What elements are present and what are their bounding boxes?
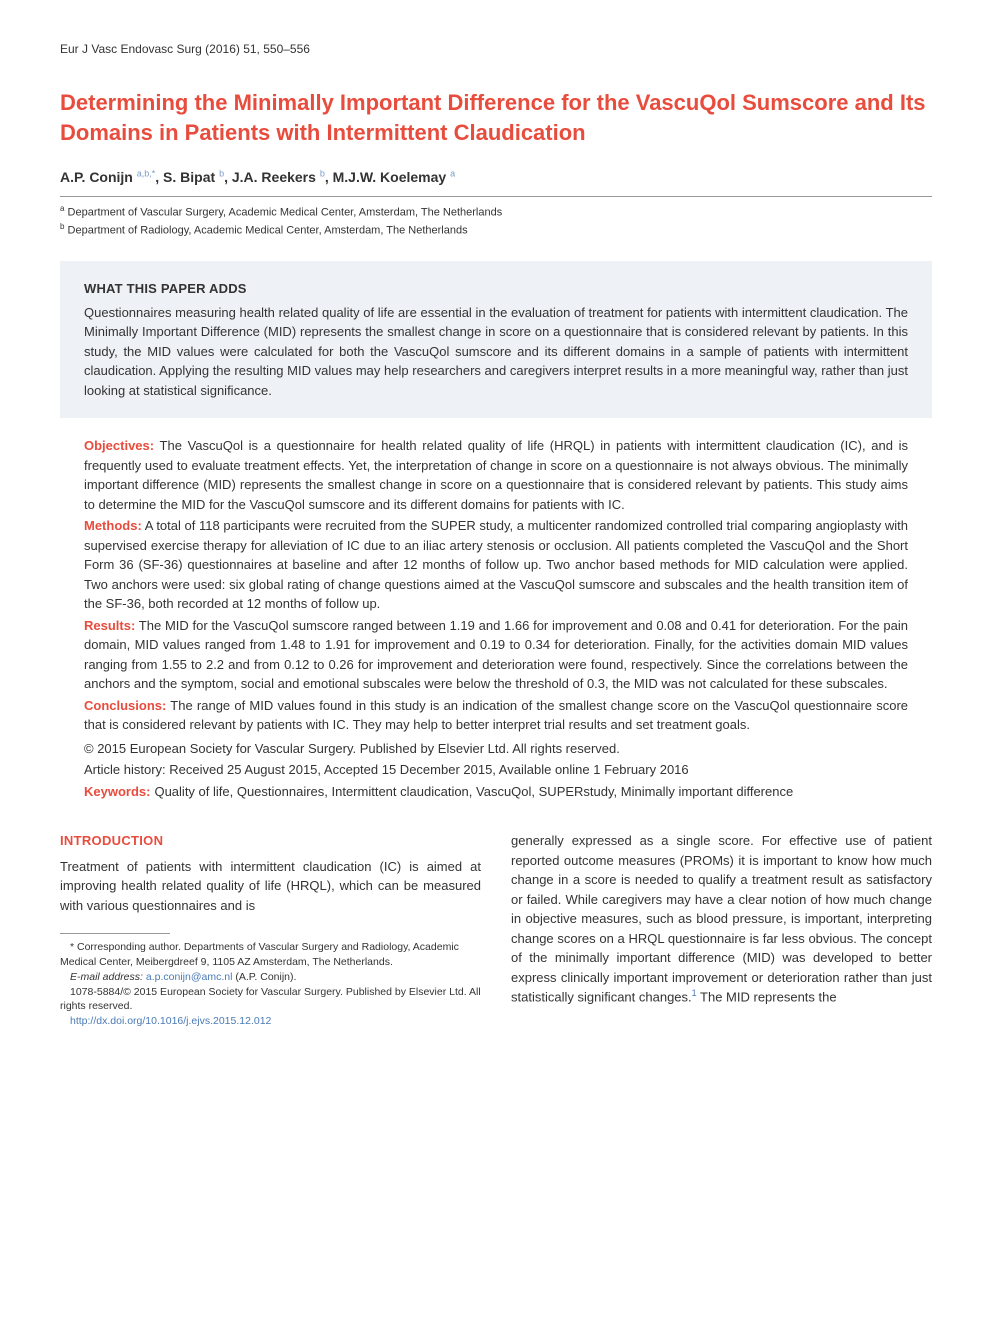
- footnote-separator: [60, 933, 170, 934]
- keywords-label: Keywords:: [84, 782, 150, 802]
- affiliation-a: a Department of Vascular Surgery, Academ…: [60, 203, 932, 221]
- article-history: Article history: Received 25 August 2015…: [84, 760, 908, 780]
- abstract-objectives: Objectives: The VascuQol is a questionna…: [84, 436, 908, 514]
- abstract: Objectives: The VascuQol is a questionna…: [60, 436, 932, 801]
- abstract-results: Results: The MID for the VascuQol sumsco…: [84, 616, 908, 694]
- author-4: M.J.W. Koelemay a: [333, 169, 456, 185]
- column-right: generally expressed as a single score. F…: [511, 831, 932, 1028]
- email-label: E-mail address:: [70, 971, 143, 983]
- intro-paragraph-2a: generally expressed as a single score. F…: [511, 833, 932, 1004]
- issn-copyright: 1078-5884/© 2015 European Society for Va…: [60, 985, 481, 1014]
- affiliation-b: b Department of Radiology, Academic Medi…: [60, 221, 932, 239]
- authors-list: A.P. Conijn a,b,*, S. Bipat b, J.A. Reek…: [60, 167, 932, 188]
- highlight-box-heading: WHAT THIS PAPER ADDS: [84, 279, 908, 299]
- divider: [60, 196, 932, 197]
- corresponding-author: * Corresponding author. Departments of V…: [60, 940, 481, 969]
- introduction-heading: INTRODUCTION: [60, 831, 481, 851]
- highlight-box-text: Questionnaires measuring health related …: [84, 303, 908, 401]
- intro-paragraph-1: Treatment of patients with intermittent …: [60, 857, 481, 916]
- email-line: E-mail address: a.p.conijn@amc.nl (A.P. …: [60, 970, 481, 985]
- journal-header: Eur J Vasc Endovasc Surg (2016) 51, 550–…: [60, 40, 932, 58]
- author-3: J.A. Reekers b: [232, 169, 325, 185]
- intro-paragraph-2b: The MID represents the: [697, 990, 837, 1005]
- keywords: Keywords: Quality of life, Questionnaire…: [84, 782, 908, 802]
- abstract-methods: Methods: A total of 118 participants wer…: [84, 516, 908, 614]
- abstract-conclusions: Conclusions: The range of MID values fou…: [84, 696, 908, 735]
- abstract-copyright: © 2015 European Society for Vascular Sur…: [84, 739, 908, 759]
- author-2: S. Bipat b: [163, 169, 224, 185]
- email-link[interactable]: a.p.conijn@amc.nl: [146, 971, 233, 983]
- article-title: Determining the Minimally Important Diff…: [60, 88, 932, 147]
- author-1: A.P. Conijn a,b,*: [60, 169, 155, 185]
- doi-link[interactable]: http://dx.doi.org/10.1016/j.ejvs.2015.12…: [60, 1014, 481, 1029]
- footnotes: * Corresponding author. Departments of V…: [60, 940, 481, 1028]
- column-left: INTRODUCTION Treatment of patients with …: [60, 831, 481, 1028]
- keywords-values: Quality of life, Questionnaires, Intermi…: [150, 782, 793, 802]
- highlight-box: WHAT THIS PAPER ADDS Questionnaires meas…: [60, 261, 932, 418]
- body-columns: INTRODUCTION Treatment of patients with …: [60, 831, 932, 1028]
